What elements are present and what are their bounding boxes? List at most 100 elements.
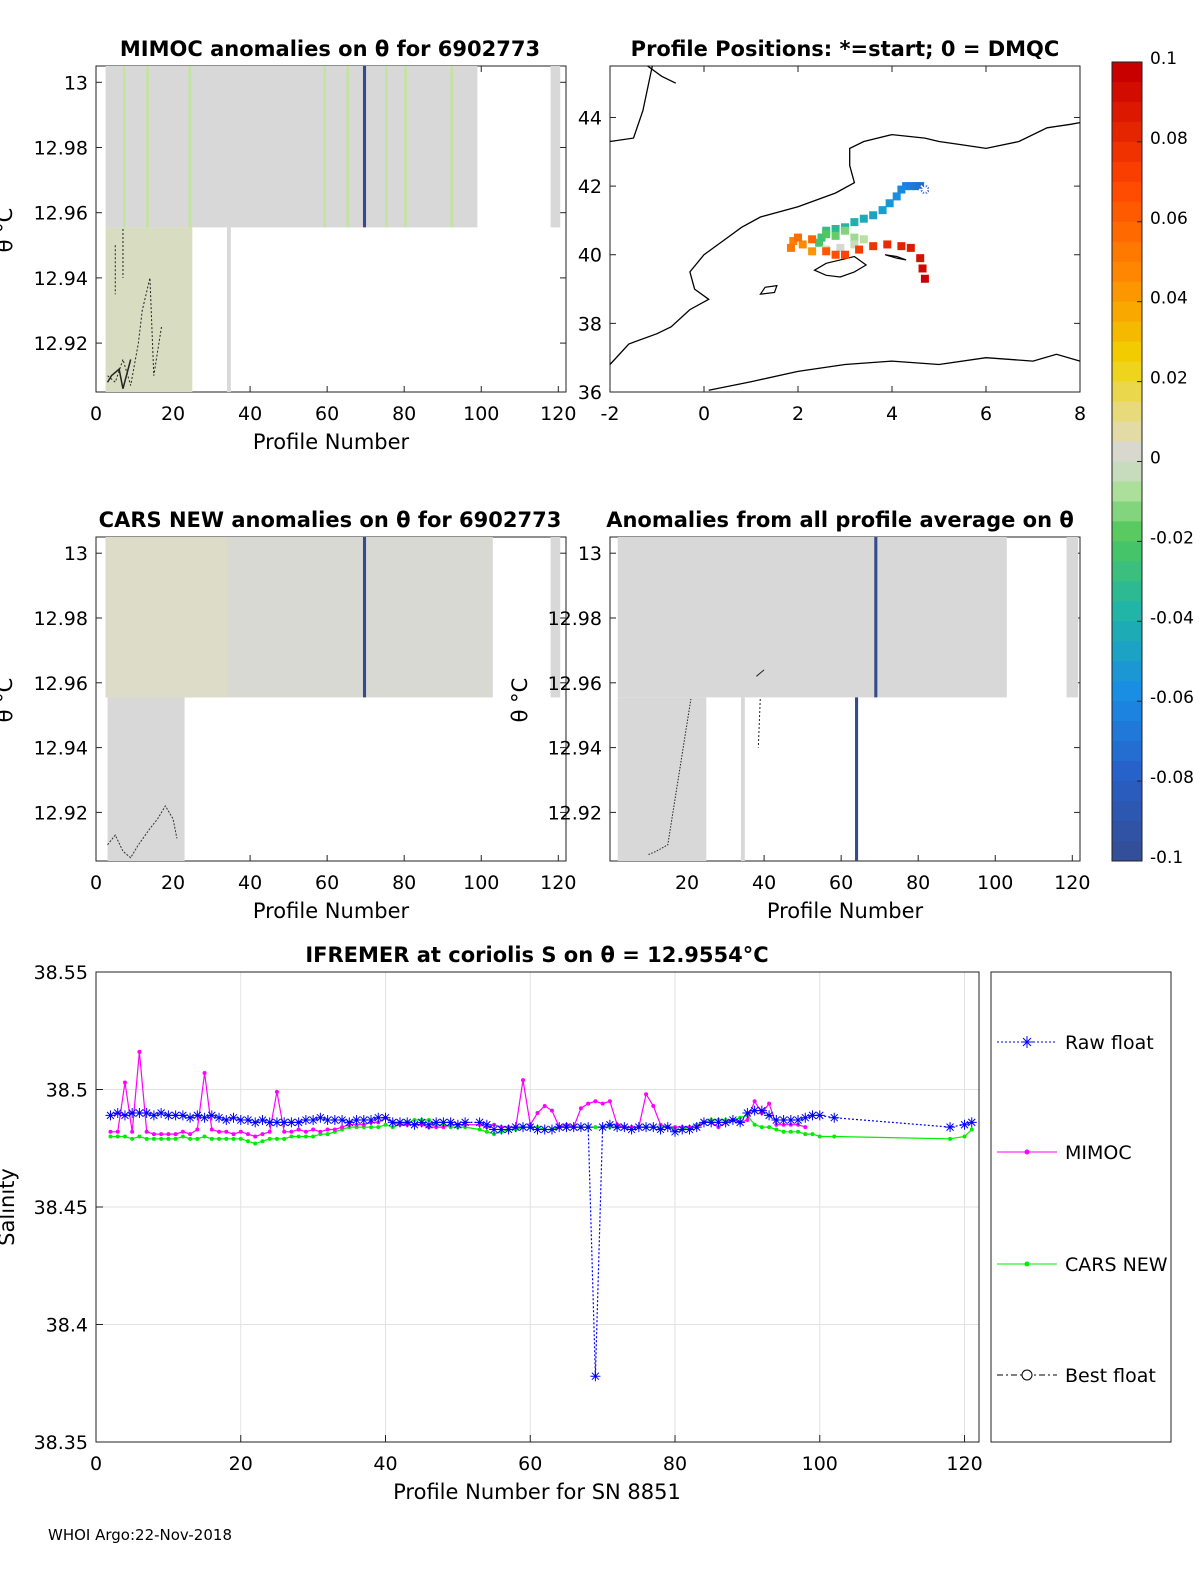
colorbar-cell [1112,781,1142,802]
data-point [180,1129,185,1134]
coastline [708,353,1081,391]
data-point [151,1132,156,1137]
data-point [173,1136,178,1141]
data-point [525,1122,536,1133]
data-point [810,1132,815,1137]
data-point [578,1106,583,1111]
data-point [829,1112,840,1123]
colorbar-cell [1112,201,1142,223]
profile-marker [822,230,831,239]
legend-label: MIMOC [1065,1142,1132,1164]
colorbar-cell [1112,721,1142,742]
data-point [300,1115,311,1126]
data-point [315,1112,326,1123]
colorbar-cell [1112,81,1142,103]
footer-text: WHOI Argo:22-Nov-2018 [48,1526,232,1544]
data-point [651,1103,656,1108]
data-point [238,1136,243,1141]
data-point [720,1117,731,1128]
data-point [296,1134,301,1139]
x-tick-label: 20 [161,403,185,425]
legend-item: Best float [997,1365,1156,1387]
data-point [641,1122,652,1133]
data-point [383,1122,388,1127]
x-tick-label: 60 [518,1453,542,1475]
data-point [518,1122,529,1133]
data-point [311,1134,316,1139]
data-point [800,1112,811,1123]
data-point [423,1119,434,1130]
heat-cell [550,66,561,228]
x-tick-label: 60 [829,872,853,894]
profile-marker [815,238,824,247]
data-point [224,1129,229,1134]
x-tick-label: 2 [792,403,804,425]
data-point [274,1089,279,1094]
data-point [303,1134,308,1139]
data-point [159,1136,164,1141]
data-point [214,1112,225,1123]
legend-marker [1021,1036,1033,1048]
data-point [130,1129,135,1134]
data-point [586,1101,591,1106]
series-raw-float [105,1105,977,1382]
data-point [767,1125,772,1130]
data-point [358,1115,369,1126]
x-tick-label: 40 [373,1453,397,1475]
colorbar-cell [1112,801,1142,822]
profile-marker [836,243,845,252]
y-tick-label: 38.4 [46,1315,88,1337]
data-point [282,1129,287,1134]
data-point [814,1110,825,1121]
data-point [626,1124,637,1135]
y-axis-label: θ °C [0,208,17,253]
legend-item: Raw float [997,1032,1154,1054]
x-tick-label: 4 [886,403,898,425]
chart-title: Anomalies from all profile average on θ [606,508,1074,532]
x-axis-label: Profile Number [253,430,410,454]
colorbar-cell [1112,501,1142,522]
x-tick-label: 100 [463,403,499,425]
data-point [759,1125,764,1130]
x-tick-label: 0 [698,403,710,425]
x-tick-label: 80 [392,403,416,425]
profile-marker [850,240,859,249]
data-point [188,1132,193,1137]
x-tick-label: 40 [238,403,262,425]
data-point [655,1124,666,1135]
data-point [496,1124,507,1135]
heat-block [105,227,193,392]
data-point [727,1115,738,1126]
data-point [144,1129,149,1134]
data-point [115,1129,120,1134]
y-axis-label: θ °C [0,678,17,723]
data-point [510,1122,521,1133]
colorbar-cell [1112,101,1142,123]
y-tick-label: 12.94 [548,738,602,760]
data-point [489,1124,500,1135]
data-point [108,1129,113,1134]
x-tick-label: 20 [675,872,699,894]
colorbar-cell [1112,62,1142,83]
data-point [166,1136,171,1141]
data-point [542,1103,547,1108]
colorbar-cell [1112,401,1142,423]
legend-item: CARS NEW [997,1254,1168,1276]
x-axis-label: Profile Number [767,899,924,923]
contour-line [756,669,765,677]
colorbar-cell [1112,281,1142,303]
data-point [670,1126,681,1137]
x-tick-label: 80 [392,872,416,894]
data-point [274,1136,279,1141]
data-point [130,1136,135,1141]
data-point [484,1129,489,1134]
data-point [593,1099,598,1104]
data-point [231,1136,236,1141]
profile-marker [883,240,892,249]
colorbar-tick-label: -0.1 [1150,848,1183,868]
profile-marker [897,185,906,194]
data-point [373,1112,384,1123]
data-point [474,1117,485,1128]
y-tick-label: 12.94 [34,268,88,290]
